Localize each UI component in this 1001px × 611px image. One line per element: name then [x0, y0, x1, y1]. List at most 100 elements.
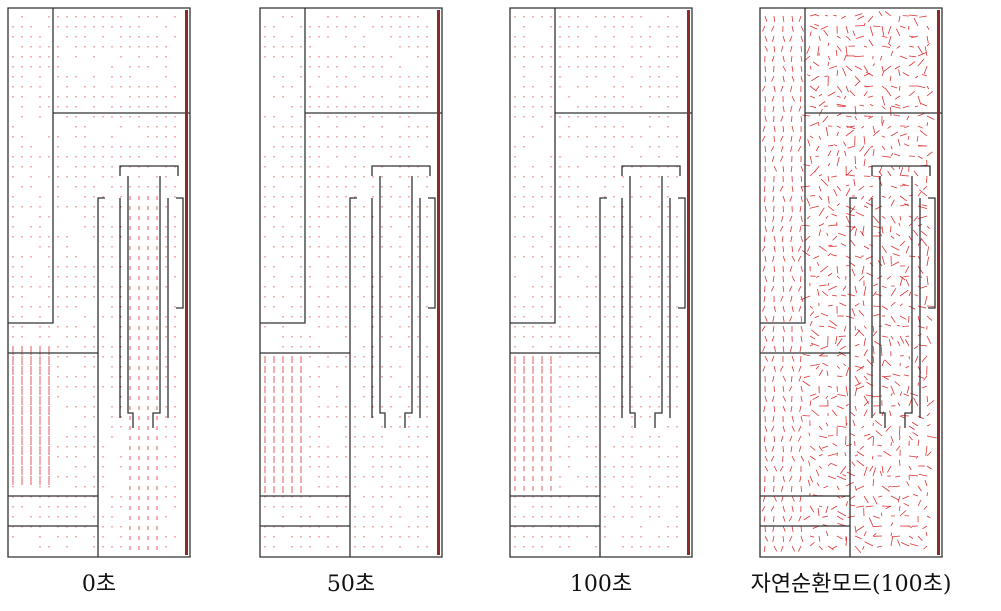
vector: [891, 533, 892, 536]
vector: [882, 26, 884, 36]
vector: [860, 231, 864, 236]
vector: [913, 494, 918, 496]
vector: [915, 76, 918, 78]
caption: 0초: [82, 572, 116, 597]
vector: [882, 246, 887, 253]
vector: [899, 436, 900, 440]
vector: [870, 146, 873, 148]
vector: [773, 216, 774, 222]
vector: [852, 269, 855, 276]
vector: [855, 536, 862, 539]
vector: [927, 425, 930, 426]
vector: [864, 326, 866, 329]
vector: [810, 476, 813, 482]
vector: [844, 96, 846, 99]
vector: [891, 523, 893, 526]
vector: [837, 476, 846, 480]
vector: [891, 186, 897, 188]
downcomer-wall: [600, 198, 607, 557]
vector: [799, 16, 801, 22]
vector: [813, 62, 819, 66]
vector: [789, 386, 792, 391]
vector: [888, 171, 891, 176]
vector: [832, 295, 837, 296]
vector: [855, 383, 861, 386]
vector: [847, 472, 855, 476]
vector: [781, 486, 783, 492]
vector: [810, 171, 816, 176]
vector: [792, 366, 794, 372]
vector: [774, 346, 776, 352]
vector: [897, 540, 900, 546]
vector: [873, 130, 879, 136]
vector: [781, 46, 783, 52]
vector: [837, 203, 840, 206]
vector: [900, 316, 906, 319]
vector: [772, 156, 774, 162]
vector: [790, 106, 792, 112]
vector: [792, 426, 794, 431]
vector: [819, 506, 822, 507]
vector: [802, 415, 810, 416]
vector: [781, 296, 783, 302]
vector: [845, 452, 846, 456]
vector: [843, 364, 846, 366]
vector: [802, 186, 810, 187]
vector: [846, 36, 851, 40]
vector: [869, 518, 873, 526]
vector: [827, 233, 828, 236]
vector: [873, 479, 874, 486]
vector: [860, 446, 864, 449]
vector: [828, 464, 831, 466]
vector: [927, 436, 937, 438]
vector: [830, 463, 837, 466]
vector: [855, 256, 862, 258]
vector: [882, 66, 883, 72]
vector: [801, 396, 802, 402]
vector: [857, 16, 864, 20]
vector: [801, 26, 804, 31]
vector: [819, 546, 823, 550]
vector: [873, 314, 879, 316]
vector: [791, 236, 792, 242]
vector: [887, 276, 891, 279]
vector: [901, 175, 909, 176]
vector: [909, 46, 914, 47]
vector: [864, 136, 865, 145]
vector: [762, 26, 765, 31]
vector: [799, 136, 801, 142]
vector: [798, 436, 801, 441]
vector: [904, 126, 909, 128]
vector: [799, 426, 801, 431]
vector: [899, 426, 900, 436]
vector: [818, 122, 819, 126]
vector: [773, 526, 774, 532]
vector: [771, 286, 774, 291]
vector: [832, 410, 837, 416]
vector: [915, 356, 918, 363]
vector: [799, 306, 801, 312]
vector: [898, 139, 900, 146]
vector: [905, 339, 909, 346]
vector: [846, 501, 848, 506]
vector: [888, 126, 891, 129]
vector: [924, 506, 927, 510]
vector: [909, 292, 911, 296]
vector: [801, 166, 803, 172]
vector: [927, 86, 929, 89]
vector: [927, 257, 929, 266]
vector: [828, 546, 833, 550]
vector: [918, 216, 927, 219]
vector: [819, 94, 822, 96]
vector: [921, 238, 927, 246]
vector: [891, 393, 892, 396]
vector: [841, 243, 846, 246]
vector: [820, 346, 828, 349]
vector: [897, 325, 900, 326]
vector: [885, 324, 891, 326]
vector: [792, 246, 793, 252]
vector: [912, 422, 918, 426]
vector: [792, 26, 793, 32]
vector: [765, 216, 766, 222]
vector: [801, 56, 802, 62]
